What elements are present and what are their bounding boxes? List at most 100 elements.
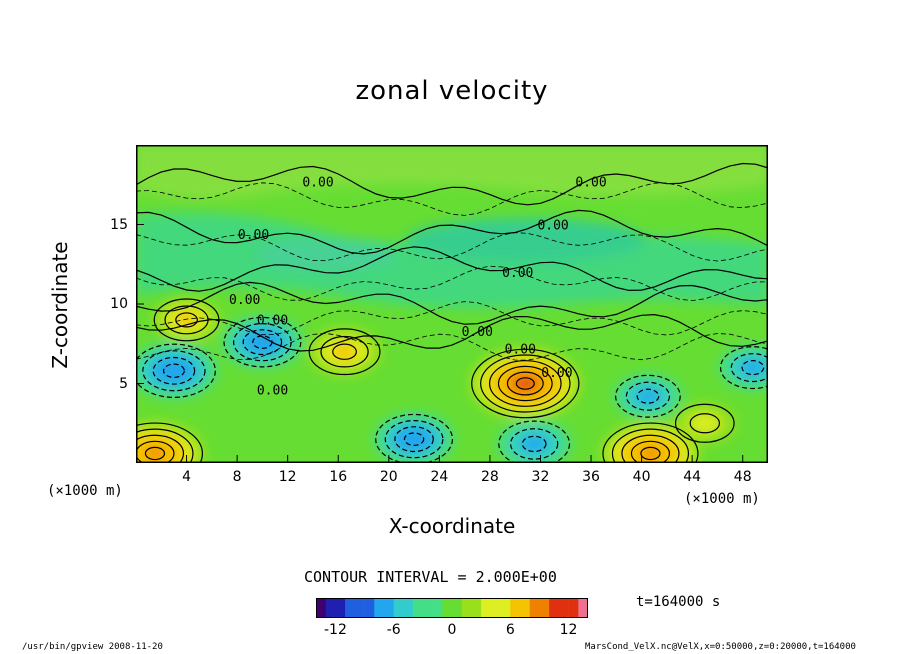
negative-contour-4	[136, 332, 768, 361]
contour-line-2-1	[611, 428, 690, 463]
colorbar-cell	[325, 598, 336, 618]
mid-cool-patch	[406, 218, 646, 262]
contour-plot-area: 0.00 0.00 0.00 0.00 0.00 0.00 0.00 0.00 0.00 0.00…	[136, 145, 768, 463]
colorbar-tick-label: 0	[447, 622, 457, 638]
contour-label: 0.00	[537, 218, 568, 233]
x-tick-label: 8	[232, 469, 242, 485]
contour-line-0-3	[497, 365, 553, 402]
contour-line-6-2	[394, 426, 434, 453]
colorbar-cell	[568, 598, 579, 618]
contour-label: 0.00	[238, 228, 269, 243]
x-axis-label: X-coordinate	[388, 514, 516, 538]
contour-label: 0.00	[502, 266, 533, 281]
contour-line-9-2	[741, 360, 765, 376]
colorbar-cell	[578, 598, 588, 618]
x-tick-label: 48	[733, 469, 752, 485]
field-blob-2-level-4	[640, 447, 661, 460]
contour-line-6-1	[384, 420, 444, 459]
contour-line-0-1	[480, 354, 571, 413]
negative-contour-3	[136, 301, 768, 336]
contour-label: 0.00	[229, 293, 260, 308]
colorbar-cell	[529, 598, 540, 618]
contour-line-4-1	[142, 350, 206, 392]
y-tick-label: 10	[110, 296, 128, 312]
x-unit-label-left: (×1000 m)	[47, 483, 123, 499]
contour-line-0-0	[471, 348, 580, 419]
x-tick-label: 24	[430, 469, 449, 485]
contour-label: 0.00	[462, 325, 493, 340]
contour-line-7-0	[498, 420, 571, 463]
contour-line-1-0	[136, 422, 204, 463]
colorbar-cell	[374, 598, 385, 618]
contour-label: 0.00	[575, 175, 606, 190]
contour-label: 0.00	[257, 384, 288, 399]
colorbar-cell	[539, 598, 550, 618]
field-blob-9-level-2	[741, 360, 765, 375]
contour-line-9-1	[730, 353, 768, 383]
contour-line-7-2	[521, 435, 547, 453]
contour-line-1-1	[136, 428, 194, 463]
zero-contour-2	[136, 246, 768, 292]
contour-line-2-4	[640, 446, 661, 461]
x-unit-label-right: (×1000 m)	[684, 491, 760, 507]
x-tick-label: 28	[480, 469, 499, 485]
x-tick-label: 16	[329, 469, 348, 485]
colorbar	[316, 598, 588, 618]
x-tick-label: 44	[683, 469, 702, 485]
colorbar-cell	[461, 598, 472, 618]
contour-line-1-4	[144, 446, 166, 461]
contour-line-7-1	[510, 428, 559, 460]
colorbar-frame	[316, 598, 588, 618]
y-axis-label: Z-coordinate	[48, 241, 72, 369]
x-tick-label: 32	[531, 469, 550, 485]
contour-line-11-1	[689, 413, 721, 434]
chart-title: zonal velocity	[355, 76, 549, 106]
contour-line-3-1	[320, 335, 369, 368]
colorbar-tick-label: 6	[505, 622, 515, 638]
field-blob-11-level-1	[689, 413, 721, 434]
colorbar-cell	[452, 598, 463, 618]
contour-line-10-2	[175, 312, 198, 328]
field-blob-8-level-2	[636, 388, 660, 404]
contour-line-5-0	[223, 316, 302, 368]
zero-contour-1	[136, 209, 768, 255]
field-blob-6-level-3	[403, 432, 425, 446]
negative-contour-2	[136, 265, 768, 302]
contour-label: 0.00	[541, 366, 572, 381]
colorbar-cell	[364, 598, 375, 618]
contour-line-8-0	[615, 374, 681, 418]
zero-contour-3	[136, 281, 768, 325]
zero-contour-4	[136, 313, 768, 352]
contour-line-8-1	[625, 381, 671, 411]
contour-line-0-4	[506, 371, 544, 396]
contour-line-1-2	[136, 434, 185, 463]
contour-line-8-2	[636, 388, 660, 404]
negative-contour-0	[136, 182, 768, 216]
colorbar-cell	[354, 598, 365, 618]
colorbar-cell	[316, 598, 327, 618]
contour-line-2-3	[630, 440, 671, 463]
colorbar-cell	[471, 598, 482, 618]
contour-line-11-0	[674, 403, 735, 443]
colorbar-cell	[558, 598, 569, 618]
contour-line-1-3	[136, 440, 175, 463]
y-tick-label: 5	[119, 375, 128, 392]
contour-line-3-0	[308, 328, 381, 376]
colorbar-cell	[510, 598, 521, 618]
field-blob-4-level-3	[163, 363, 185, 378]
contour-label: 0.00	[302, 175, 333, 190]
colorbar-cell	[335, 598, 346, 618]
x-tick-label: 36	[582, 469, 600, 485]
field-blob-7-level-2	[521, 435, 547, 452]
contour-label: 0.00	[505, 342, 536, 357]
colorbar-cell	[432, 598, 443, 618]
colorbar-cell	[549, 598, 560, 618]
colorbar-cell	[413, 598, 424, 618]
field-blob-1-level-4	[144, 447, 165, 460]
footer-left: /usr/bin/gpview 2008-11-20	[22, 642, 163, 652]
colorbar-cell	[345, 598, 356, 618]
contour-line-4-2	[152, 356, 196, 385]
colorbar-cell	[442, 598, 453, 618]
colorbar-tick-label: -6	[386, 622, 401, 638]
x-tick-label: 20	[379, 469, 398, 485]
